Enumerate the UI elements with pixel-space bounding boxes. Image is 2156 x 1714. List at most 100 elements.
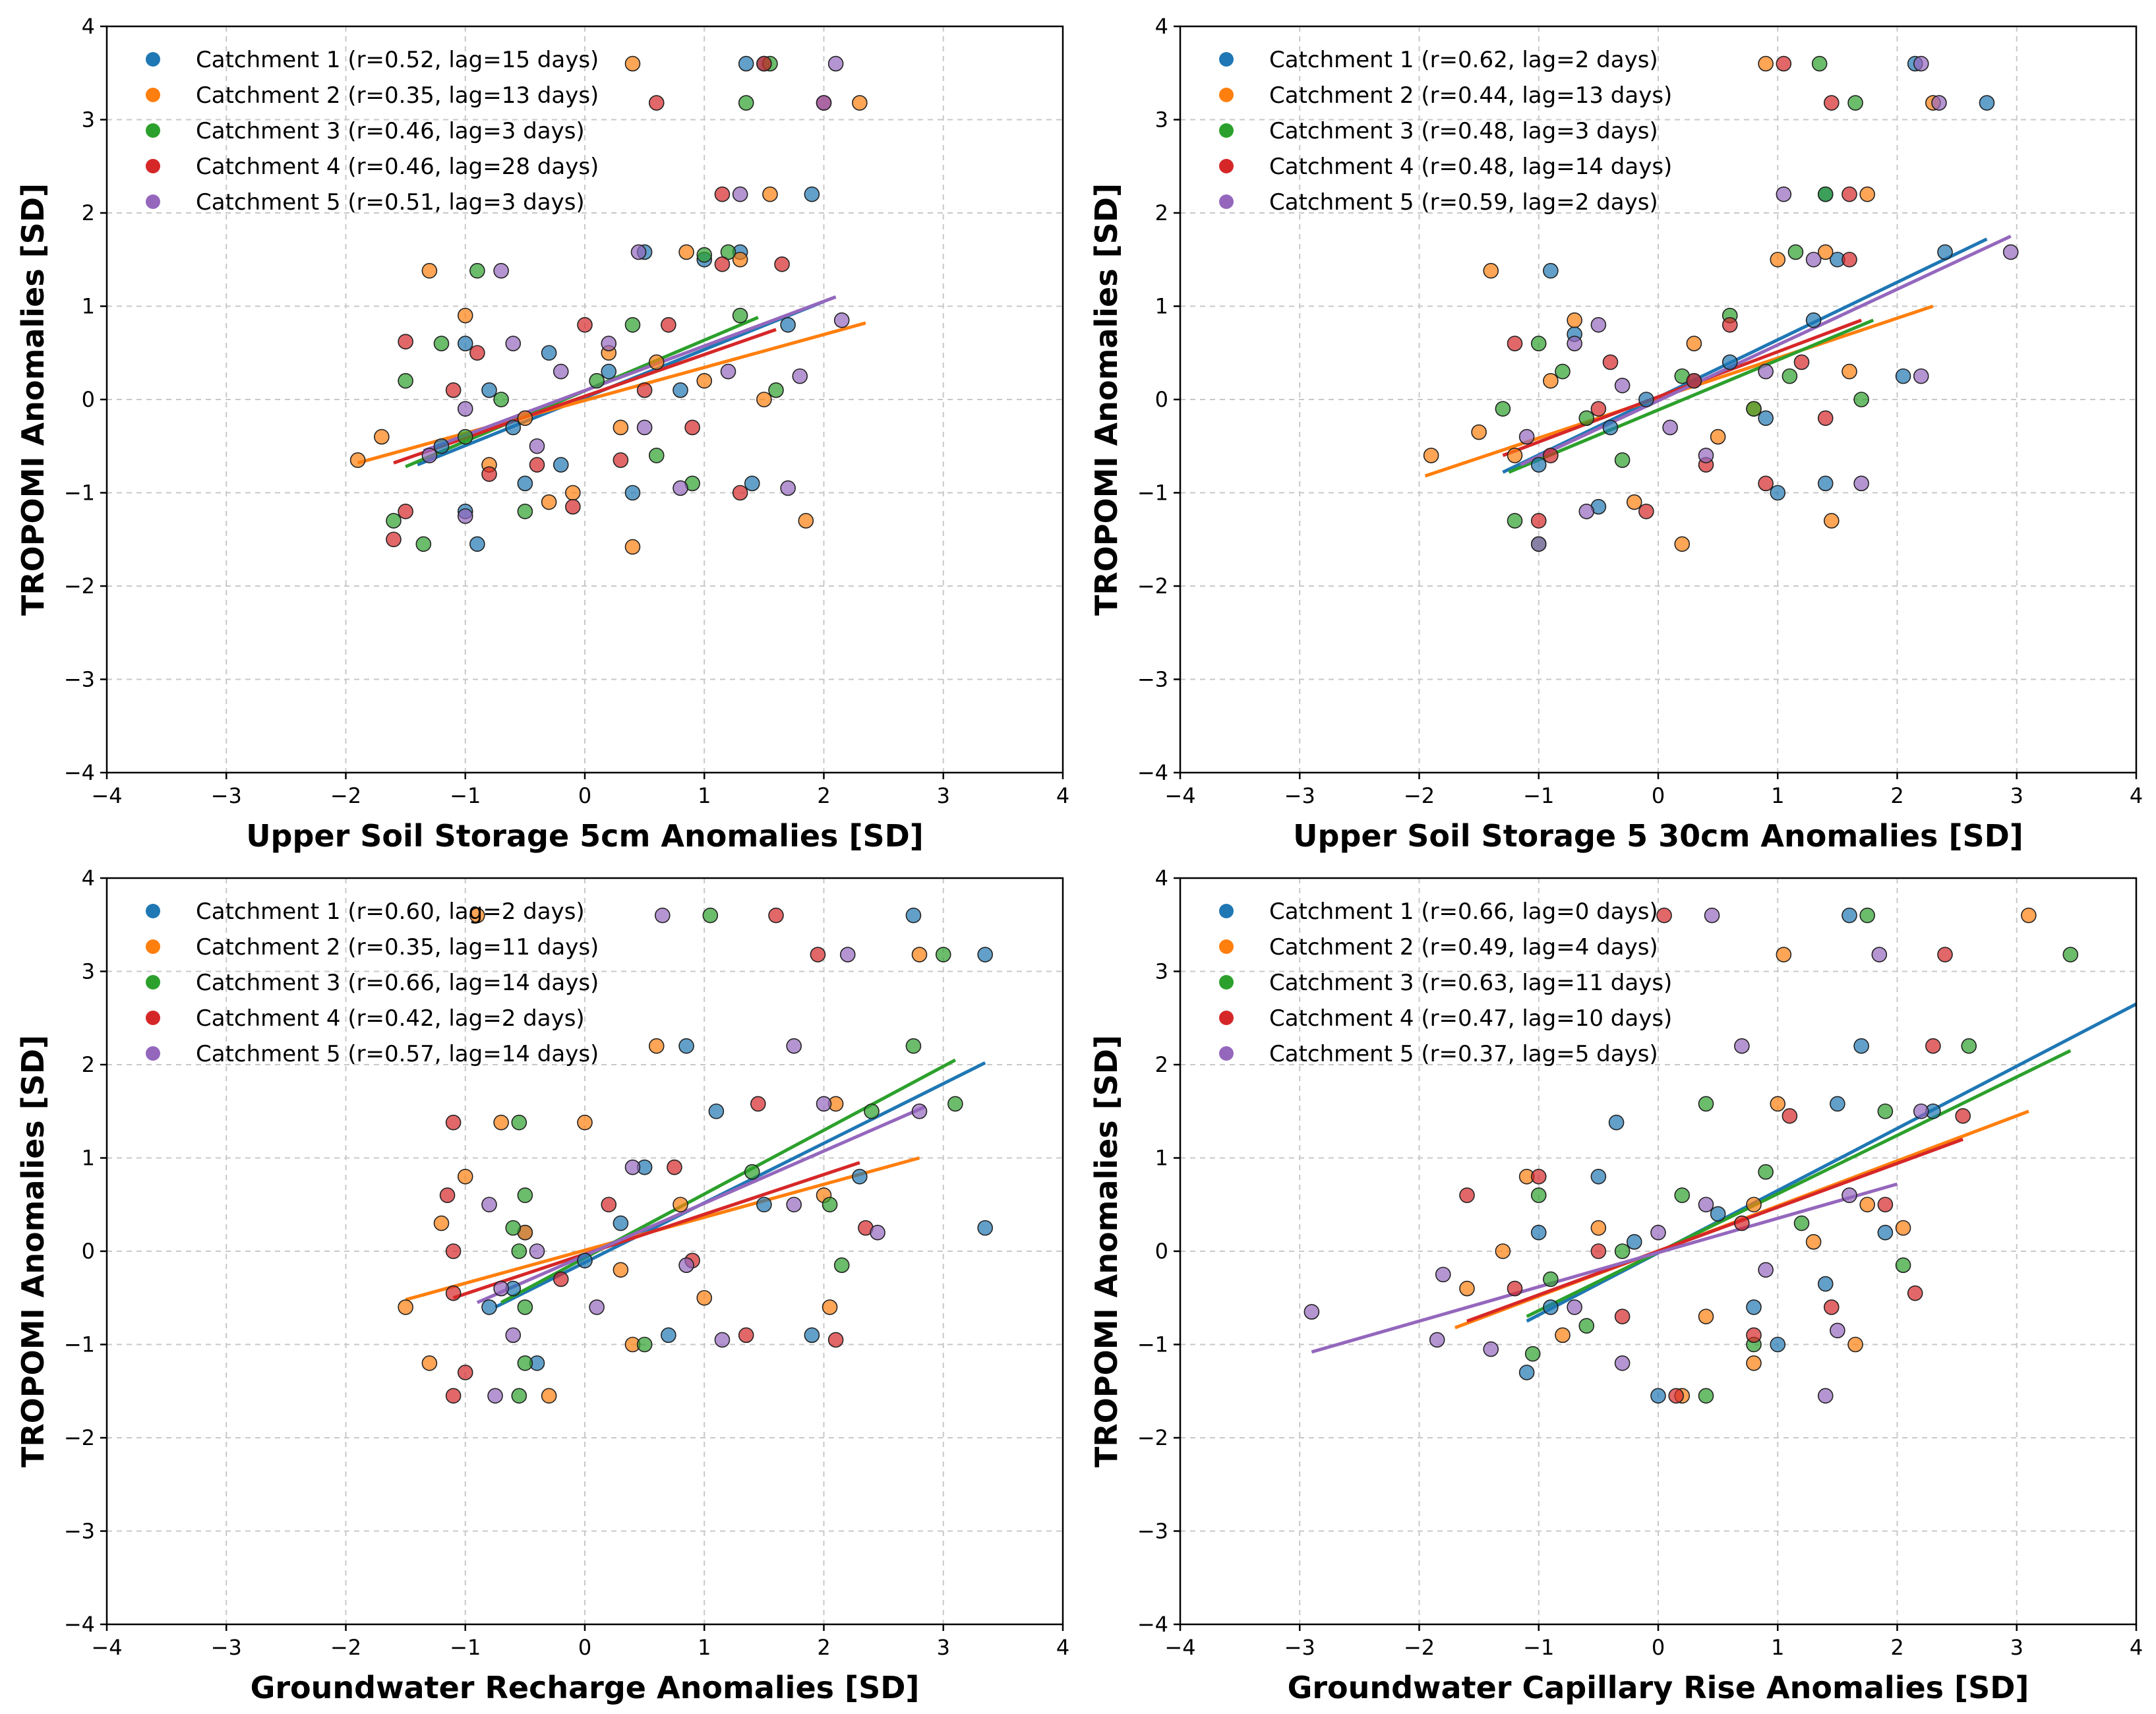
data-point-catchment-4 — [445, 1243, 462, 1259]
y-tick-label: 3 — [82, 959, 95, 984]
regression-line-catchment-5 — [476, 1105, 926, 1305]
x-tick-label: −3 — [211, 783, 242, 808]
data-point-catchment-4 — [481, 466, 497, 483]
data-point-catchment-2 — [624, 55, 641, 72]
data-point-catchment-5 — [816, 95, 832, 111]
x-tick-label: −4 — [1164, 783, 1195, 808]
data-point-catchment-4 — [1668, 1388, 1684, 1404]
data-point-catchment-4 — [1459, 1187, 1475, 1203]
data-point-catchment-5 — [1817, 1388, 1834, 1404]
data-point-catchment-1 — [756, 1197, 772, 1213]
data-point-catchment-2 — [1507, 448, 1523, 463]
data-point-catchment-1 — [678, 1038, 694, 1054]
data-point-catchment-5 — [457, 508, 473, 524]
data-point-catchment-5 — [833, 312, 850, 328]
legend-label-catchment-4: Catchment 4 (r=0.48, lag=14 days) — [1269, 154, 1672, 180]
x-tick-label: −4 — [91, 1635, 122, 1660]
data-point-catchment-3 — [1530, 336, 1547, 351]
data-point-catchment-3 — [833, 1257, 850, 1274]
data-point-catchment-3 — [768, 382, 784, 398]
y-tick-label: 2 — [82, 1052, 95, 1077]
data-point-catchment-3 — [1758, 1164, 1774, 1180]
x-tick-label: 1 — [698, 1635, 711, 1660]
legend-label-catchment-3: Catchment 3 (r=0.66, lag=14 days) — [196, 970, 599, 996]
panel-4: −4−4 −3 −3 −2 −2 −1 −1 0 0 1 1 2 2 3 3 4 4 Groundwater Ca… — [1089, 866, 2143, 1705]
data-point-catchment-4 — [1877, 1197, 1894, 1213]
legend-label-catchment-1: Catchment 1 (r=0.60, lag=2 days) — [196, 899, 585, 925]
data-point-catchment-3 — [2062, 947, 2079, 962]
data-point-catchment-2 — [624, 539, 641, 555]
y-tick-label: 1 — [82, 294, 95, 319]
legend-marker-catchment-5 — [1219, 1046, 1234, 1061]
x-tick-label: −3 — [211, 1635, 242, 1660]
data-point-catchment-3 — [1817, 186, 1834, 202]
data-point-catchment-5 — [1842, 1187, 1857, 1203]
x-tick-label: −1 — [450, 1635, 481, 1660]
data-point-catchment-3 — [1495, 401, 1511, 417]
data-point-catchment-2 — [696, 1289, 713, 1306]
data-point-catchment-1 — [1650, 1388, 1666, 1404]
y-tick-label: 4 — [1155, 866, 1168, 891]
regression-line-catchment-4 — [1466, 1137, 1964, 1323]
x-tick-label: −2 — [330, 1635, 361, 1660]
y-tick-label: 3 — [1155, 107, 1168, 133]
x-tick-label: −3 — [1284, 1635, 1315, 1660]
x-tick-label: 0 — [1652, 1635, 1665, 1660]
y-tick-label: −1 — [64, 481, 95, 506]
regression-line-catchment-5 — [1520, 235, 2012, 467]
y-tick-label: −2 — [64, 574, 95, 599]
data-point-catchment-4 — [1602, 354, 1619, 370]
data-point-catchment-4 — [386, 531, 402, 548]
data-point-catchment-4 — [1722, 316, 1738, 333]
data-point-catchment-1 — [1758, 410, 1774, 427]
data-point-catchment-5 — [1662, 419, 1678, 436]
data-point-catchment-2 — [577, 1114, 593, 1131]
y-tick-label: 2 — [1155, 200, 1168, 225]
data-point-catchment-5 — [1614, 377, 1631, 394]
data-point-catchment-5 — [624, 1159, 641, 1175]
data-point-catchment-3 — [517, 1299, 533, 1315]
data-point-catchment-4 — [1817, 410, 1834, 427]
data-point-catchment-5 — [589, 1299, 605, 1315]
data-point-catchment-5 — [1776, 186, 1792, 202]
data-point-catchment-2 — [517, 410, 533, 427]
data-point-catchment-2 — [1423, 448, 1439, 463]
legend-label-catchment-4: Catchment 4 (r=0.47, lag=10 days) — [1269, 1005, 1672, 1032]
y-tick-label: −2 — [64, 1425, 95, 1450]
data-point-catchment-2 — [433, 1215, 450, 1231]
legend-label-catchment-5: Catchment 5 (r=0.57, lag=14 days) — [196, 1041, 599, 1067]
data-point-catchment-3 — [1877, 1103, 1894, 1119]
data-point-catchment-2 — [762, 186, 778, 202]
legend-marker-catchment-2 — [1219, 939, 1234, 954]
data-point-catchment-4 — [684, 419, 700, 436]
data-point-catchment-1 — [738, 55, 754, 72]
data-point-catchment-5 — [636, 419, 653, 436]
data-point-catchment-4 — [1758, 475, 1774, 492]
y-tick-label: 2 — [1155, 1052, 1168, 1077]
regression-line-catchment-4 — [452, 1161, 860, 1300]
data-point-catchment-4 — [1686, 372, 1702, 389]
data-point-catchment-1 — [1805, 312, 1822, 328]
x-tick-label: 0 — [1652, 783, 1665, 808]
y-tick-label: 0 — [82, 1239, 95, 1264]
legend-marker-catchment-4 — [1219, 1011, 1234, 1025]
data-point-catchment-4 — [1955, 1108, 1971, 1124]
legend-marker-catchment-4 — [146, 1011, 160, 1025]
data-point-catchment-1 — [661, 1327, 676, 1344]
data-point-catchment-4 — [1925, 1038, 1941, 1054]
data-point-catchment-1 — [1853, 1038, 1869, 1054]
data-point-catchment-2 — [1817, 244, 1834, 260]
data-point-catchment-4 — [529, 457, 545, 473]
data-point-catchment-5 — [816, 1096, 832, 1112]
data-point-catchment-1 — [469, 536, 485, 552]
legend-label-catchment-5: Catchment 5 (r=0.37, lag=5 days) — [1269, 1041, 1658, 1067]
data-point-catchment-1 — [905, 907, 922, 924]
data-point-catchment-1 — [744, 475, 760, 492]
data-point-catchment-3 — [1698, 1096, 1714, 1112]
legend-marker-catchment-2 — [146, 88, 160, 102]
data-point-catchment-1 — [1817, 475, 1834, 492]
data-point-catchment-5 — [1830, 1322, 1845, 1339]
data-point-catchment-4 — [1530, 513, 1547, 529]
x-tick-label: 2 — [1890, 1635, 1903, 1660]
